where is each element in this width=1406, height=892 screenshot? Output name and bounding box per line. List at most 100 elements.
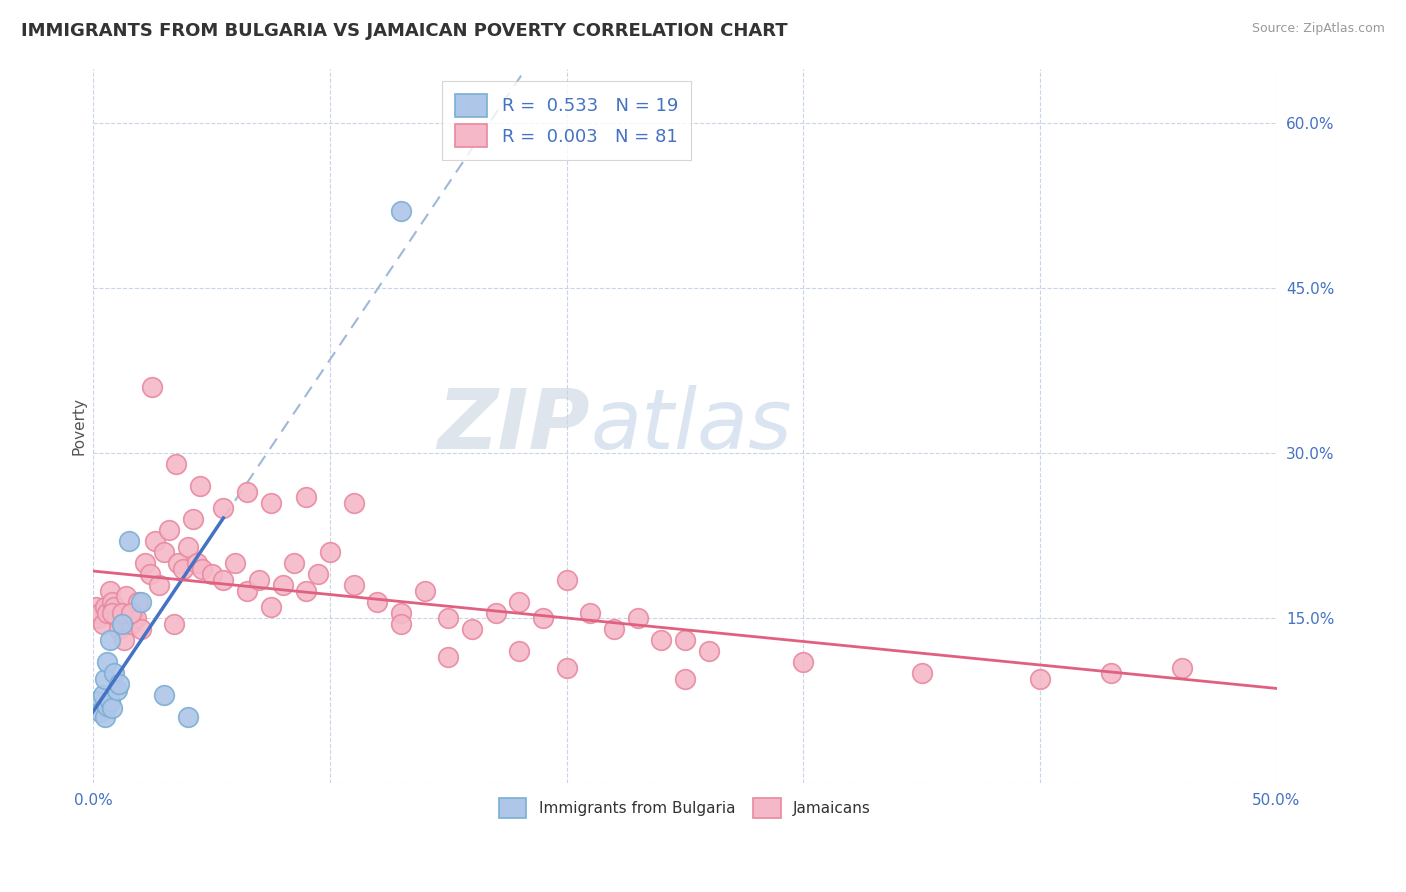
Point [461, 622, 484, 636]
Point [105, 682, 128, 697]
Point [697, 644, 720, 658]
Point [115, 589, 138, 603]
Point [98, 633, 121, 648]
Point [342, 496, 364, 510]
Y-axis label: Poverty: Poverty [72, 397, 86, 455]
Legend: Immigrants from Bulgaria, Jamaicans: Immigrants from Bulgaria, Jamaicans [491, 790, 879, 825]
Point [1029, 672, 1052, 686]
Point [673, 672, 696, 686]
Point [98, 583, 121, 598]
Point [319, 545, 342, 559]
Point [91, 688, 114, 702]
Point [224, 556, 246, 570]
Point [139, 567, 162, 582]
Point [94, 710, 117, 724]
Point [94, 600, 117, 615]
Point [157, 523, 180, 537]
Point [89, 705, 111, 719]
Point [105, 611, 128, 625]
Point [212, 573, 235, 587]
Point [177, 710, 200, 724]
Point [129, 622, 152, 636]
Point [1099, 666, 1122, 681]
Point [87, 611, 110, 625]
Point [295, 490, 318, 504]
Point [101, 701, 124, 715]
Point [165, 457, 187, 471]
Point [260, 600, 283, 615]
Point [167, 556, 190, 570]
Point [181, 512, 204, 526]
Point [413, 583, 436, 598]
Point [87, 693, 110, 707]
Point [508, 595, 530, 609]
Point [96, 655, 118, 669]
Point [101, 595, 124, 609]
Point [141, 380, 163, 394]
Point [110, 606, 132, 620]
Point [236, 583, 259, 598]
Point [84, 600, 107, 615]
Text: ZIP: ZIP [437, 385, 591, 467]
Point [134, 556, 156, 570]
Point [260, 496, 283, 510]
Point [96, 699, 118, 714]
Point [110, 616, 132, 631]
Point [172, 562, 194, 576]
Point [118, 611, 141, 625]
Point [283, 556, 305, 570]
Point [792, 655, 814, 669]
Point [389, 616, 412, 631]
Point [673, 633, 696, 648]
Text: IMMIGRANTS FROM BULGARIA VS JAMAICAN POVERTY CORRELATION CHART: IMMIGRANTS FROM BULGARIA VS JAMAICAN POV… [21, 22, 787, 40]
Point [437, 649, 460, 664]
Point [626, 611, 648, 625]
Point [96, 606, 118, 620]
Point [307, 567, 329, 582]
Text: Source: ZipAtlas.com: Source: ZipAtlas.com [1251, 22, 1385, 36]
Point [112, 633, 135, 648]
Point [125, 611, 148, 625]
Point [103, 666, 125, 681]
Point [910, 666, 932, 681]
Point [129, 595, 152, 609]
Point [247, 573, 270, 587]
Point [437, 611, 460, 625]
Point [94, 672, 117, 686]
Point [108, 622, 131, 636]
Point [98, 693, 121, 707]
Point [120, 616, 142, 631]
Point [366, 595, 388, 609]
Point [531, 611, 554, 625]
Point [389, 606, 412, 620]
Point [110, 606, 132, 620]
Point [200, 567, 222, 582]
Point [163, 616, 186, 631]
Point [103, 600, 125, 615]
Point [101, 606, 124, 620]
Point [236, 484, 259, 499]
Point [650, 633, 672, 648]
Point [143, 534, 166, 549]
Point [1171, 660, 1194, 674]
Point [603, 622, 626, 636]
Point [212, 501, 235, 516]
Point [127, 595, 149, 609]
Point [295, 583, 318, 598]
Point [389, 204, 412, 219]
Point [484, 606, 506, 620]
Point [153, 545, 176, 559]
Point [191, 562, 214, 576]
Point [188, 479, 211, 493]
Point [579, 606, 602, 620]
Point [555, 573, 578, 587]
Point [89, 606, 111, 620]
Point [122, 606, 145, 620]
Point [342, 578, 364, 592]
Point [555, 660, 578, 674]
Point [508, 644, 530, 658]
Point [108, 677, 131, 691]
Point [186, 556, 208, 570]
Point [177, 540, 200, 554]
Point [153, 688, 176, 702]
